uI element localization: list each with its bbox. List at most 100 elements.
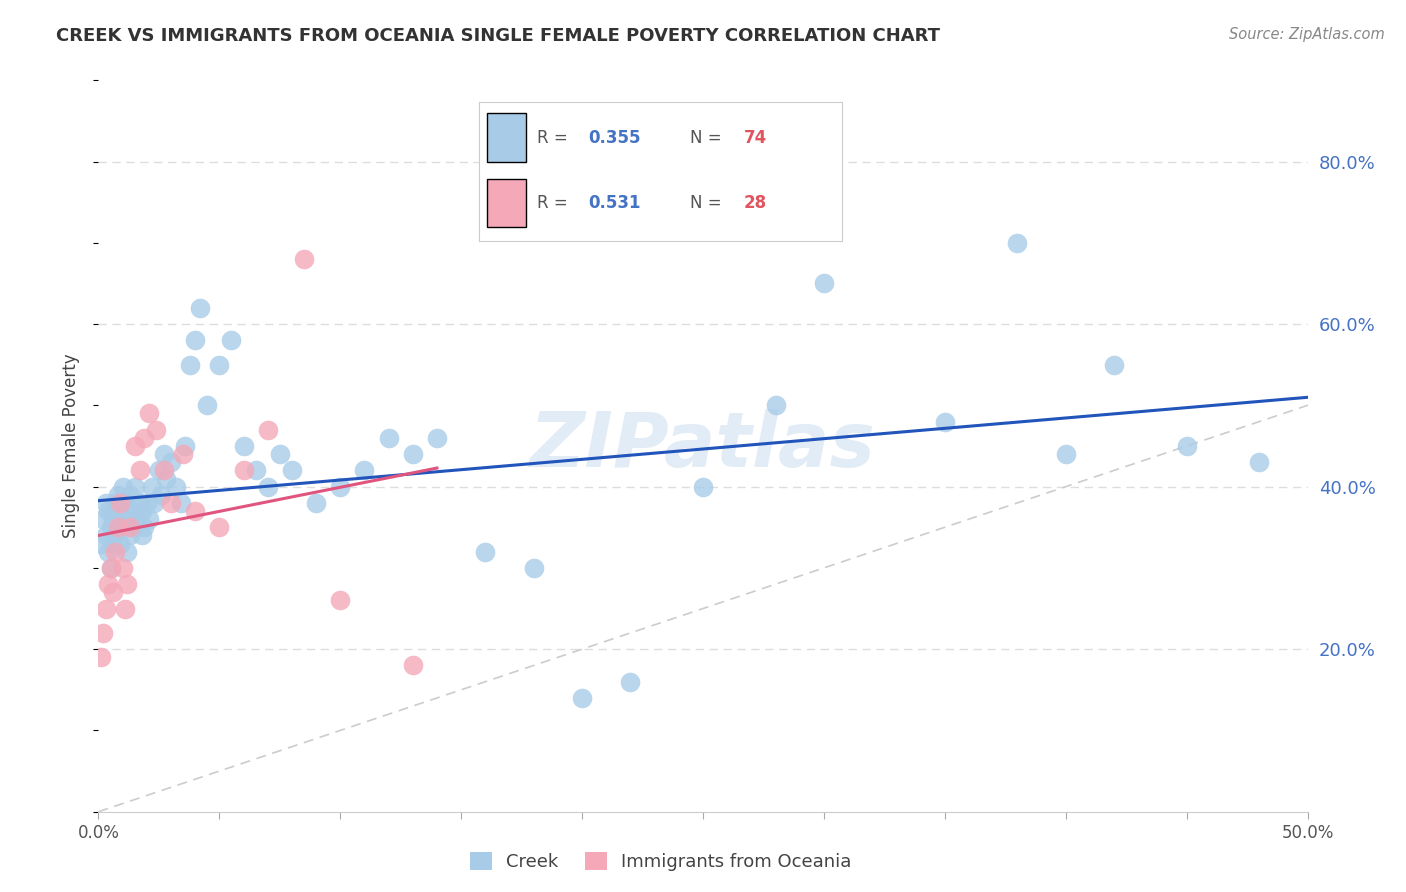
Point (94, 528, 117, 542)
Point (114, 601, 136, 615)
Point (141, 480, 163, 494)
Point (90, 536, 112, 550)
Point (124, 439, 146, 453)
Text: Source: ZipAtlas.com: Source: ZipAtlas.com (1229, 27, 1385, 42)
Point (377, 431, 399, 445)
Point (256, 423, 278, 437)
Point (269, 447, 291, 461)
Point (169, 496, 191, 510)
Point (402, 447, 425, 461)
Point (107, 520, 129, 534)
Point (188, 301, 211, 315)
Point (150, 488, 173, 502)
Point (765, 398, 787, 412)
Point (100, 520, 122, 534)
Point (305, 496, 328, 510)
Text: CREEK VS IMMIGRANTS FROM OCEANIA SINGLE FEMALE POVERTY CORRELATION CHART: CREEK VS IMMIGRANTS FROM OCEANIA SINGLE … (56, 27, 941, 45)
Point (165, 480, 187, 494)
Point (107, 520, 129, 534)
Point (474, 544, 496, 558)
Point (97, 577, 120, 591)
Point (100, 561, 122, 575)
Point (152, 447, 174, 461)
Point (160, 455, 183, 469)
Point (172, 447, 194, 461)
Point (155, 471, 177, 485)
Point (148, 463, 170, 477)
Point (134, 520, 156, 534)
Point (1102, 358, 1125, 372)
Point (1054, 447, 1077, 461)
Point (101, 536, 124, 550)
Point (104, 544, 127, 558)
Point (571, 690, 593, 705)
Point (232, 439, 254, 453)
Point (91, 512, 114, 526)
Point (108, 504, 131, 518)
Point (256, 480, 278, 494)
Point (1249, 455, 1271, 469)
Point (117, 544, 139, 558)
Point (121, 504, 143, 518)
Point (160, 496, 183, 510)
Point (114, 520, 136, 534)
Point (523, 561, 546, 575)
Point (329, 480, 352, 494)
Point (353, 463, 375, 477)
Point (245, 463, 267, 477)
Point (934, 415, 956, 429)
Point (94, 601, 117, 615)
Point (97, 504, 120, 518)
Point (184, 334, 207, 348)
Point (692, 480, 714, 494)
Point (195, 398, 218, 412)
Point (619, 674, 641, 689)
Point (127, 512, 149, 526)
Point (152, 463, 174, 477)
Point (221, 334, 243, 348)
Point (131, 504, 153, 518)
Point (813, 277, 835, 291)
Point (114, 496, 136, 510)
Point (107, 488, 129, 502)
Point (111, 561, 134, 575)
Point (108, 496, 131, 510)
Point (94, 496, 117, 510)
Point (138, 512, 160, 526)
Point (402, 658, 425, 673)
Point (101, 585, 124, 599)
Text: ZIPatlas: ZIPatlas (530, 409, 876, 483)
Legend: Creek, Immigrants from Oceania: Creek, Immigrants from Oceania (463, 845, 859, 879)
Point (128, 496, 150, 510)
Point (128, 463, 150, 477)
Point (111, 480, 134, 494)
Point (131, 528, 153, 542)
Point (111, 512, 134, 526)
Point (118, 520, 141, 534)
Point (124, 480, 146, 494)
Y-axis label: Single Female Poverty: Single Female Poverty (62, 354, 80, 538)
Point (91, 626, 114, 640)
Point (135, 496, 157, 510)
Point (101, 512, 124, 526)
Point (174, 439, 197, 453)
Point (145, 423, 167, 437)
Point (117, 512, 139, 526)
Point (124, 520, 146, 534)
Point (97, 544, 120, 558)
Point (104, 528, 127, 542)
Point (208, 358, 231, 372)
Point (104, 496, 127, 510)
Point (138, 407, 160, 421)
Point (108, 536, 131, 550)
Point (208, 520, 231, 534)
Point (90, 650, 112, 665)
Point (1007, 235, 1029, 250)
Point (143, 496, 166, 510)
Point (118, 488, 141, 502)
Point (281, 463, 304, 477)
Point (117, 577, 139, 591)
Point (329, 593, 352, 607)
Point (426, 431, 449, 445)
Point (292, 252, 315, 266)
